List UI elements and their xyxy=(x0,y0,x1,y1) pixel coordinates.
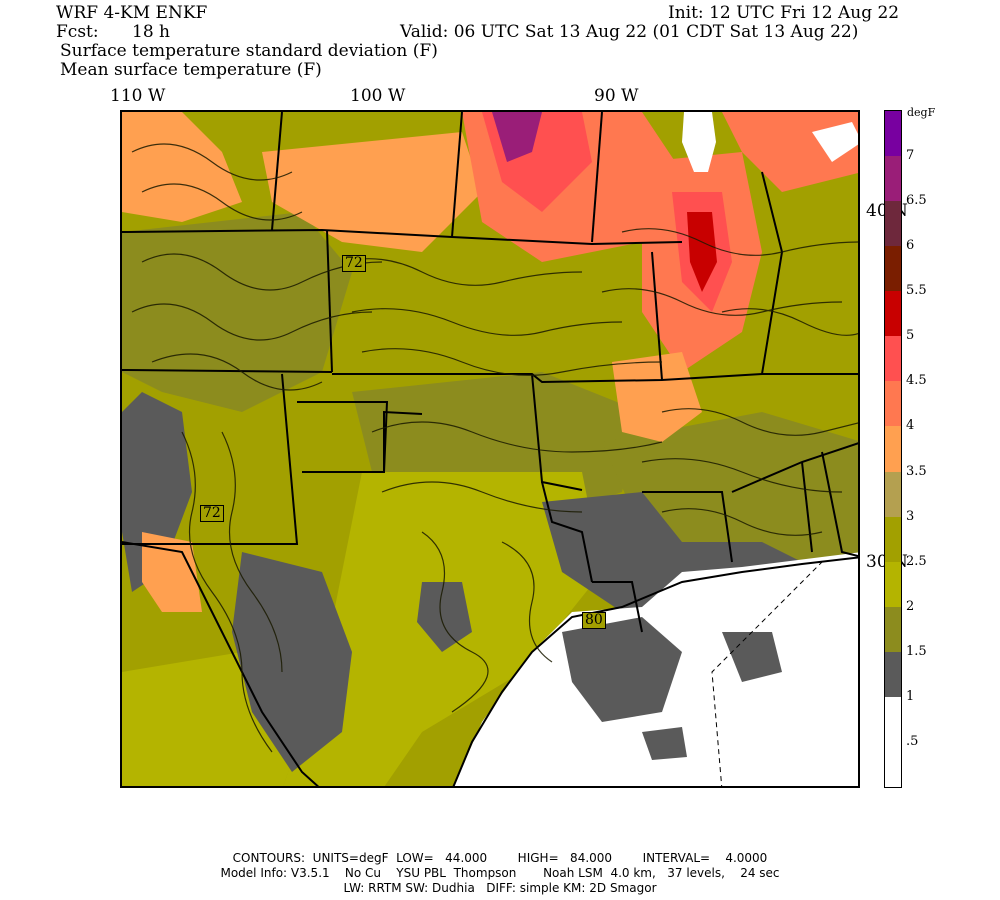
forecast-hour: 18 h xyxy=(132,22,170,42)
colorbar-tick-label: 6.5 xyxy=(906,193,927,209)
colorbar-tick-label: 1.5 xyxy=(906,643,927,659)
colorbar-unit: degF xyxy=(907,106,936,119)
colorbar-tick-label: 7 xyxy=(906,148,915,164)
contour-label: 72 xyxy=(200,505,224,522)
colorbar-tick-label: 6 xyxy=(906,238,915,254)
colorbar-segment xyxy=(885,426,901,472)
lon-label-100w: 100 W xyxy=(350,86,406,106)
colorbar-segment xyxy=(885,696,901,742)
contour-label: 80 xyxy=(582,612,606,629)
colorbar-segment xyxy=(885,291,901,337)
colorbar-segment xyxy=(885,561,901,607)
contour-label: 72 xyxy=(342,255,366,272)
colorbar-segment xyxy=(885,201,901,247)
colorbar-tick-label: 2.5 xyxy=(906,553,927,569)
lon-label-110w: 110 W xyxy=(110,86,166,106)
colorbar-segment xyxy=(885,651,901,697)
colorbar-tick-label: 4 xyxy=(906,418,915,434)
colorbar-segment xyxy=(885,111,901,157)
colorbar-tick-label: .5 xyxy=(906,733,919,749)
valid-time: Valid: 06 UTC Sat 13 Aug 22 (01 CDT Sat … xyxy=(400,22,859,42)
weather-map: 72 72 80 xyxy=(120,110,860,788)
colorbar-tick-label: 5 xyxy=(906,328,915,344)
init-time: Init: 12 UTC Fri 12 Aug 22 xyxy=(668,3,900,23)
field-title-1: Surface temperature standard deviation (… xyxy=(60,41,438,61)
forecast-label: Fcst: xyxy=(56,22,99,42)
colorbar-tick-label: 3 xyxy=(906,508,915,524)
footer-model-info: Model Info: V3.5.1 No Cu YSU PBL Thompso… xyxy=(220,866,780,880)
colorbar-segment xyxy=(885,246,901,292)
colorbar-segment xyxy=(885,381,901,427)
colorbar xyxy=(884,110,902,788)
colorbar-segment xyxy=(885,516,901,562)
colorbar-segment xyxy=(885,471,901,517)
map-canvas xyxy=(122,112,858,786)
colorbar-tick-label: 3.5 xyxy=(906,463,927,479)
colorbar-segment xyxy=(885,741,901,787)
colorbar-segment xyxy=(885,606,901,652)
colorbar-segment xyxy=(885,336,901,382)
model-title: WRF 4-KM ENKF xyxy=(56,3,208,23)
lon-label-90w: 90 W xyxy=(594,86,639,106)
field-title-2: Mean surface temperature (F) xyxy=(60,60,322,80)
colorbar-tick-label: 2 xyxy=(906,598,915,614)
colorbar-tick-label: 4.5 xyxy=(906,373,927,389)
colorbar-tick-label: 1 xyxy=(906,688,915,704)
colorbar-tick-label: 5.5 xyxy=(906,283,927,299)
footer-contours: CONTOURS: UNITS=degF LOW= 44.000 HIGH= 8… xyxy=(232,851,768,865)
colorbar-segment xyxy=(885,156,901,202)
footer-physics: LW: RRTM SW: Dudhia DIFF: simple KM: 2D … xyxy=(343,881,657,895)
